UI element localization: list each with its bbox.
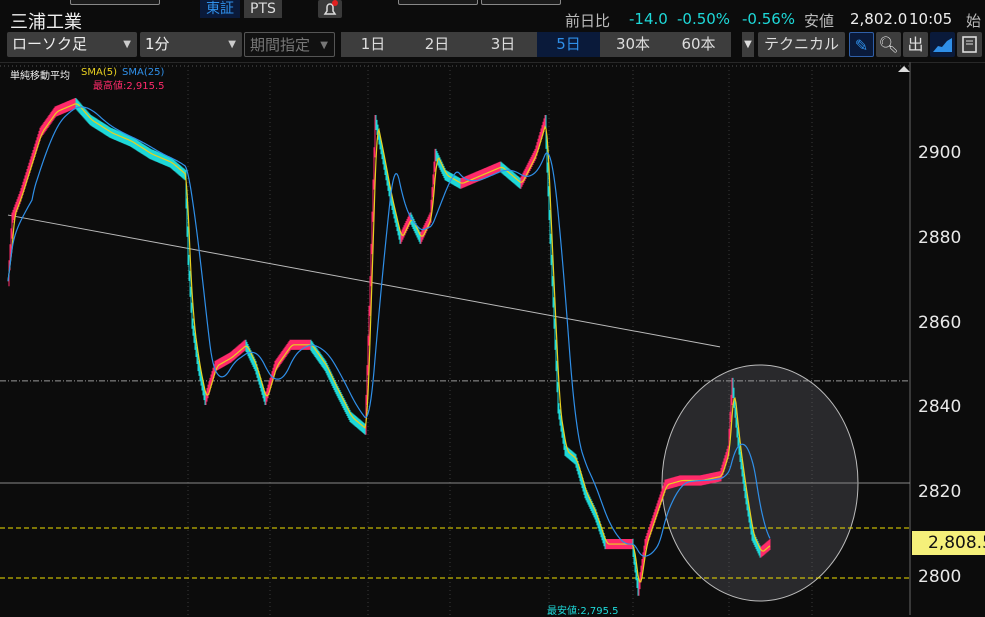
- top-button[interactable]: [481, 0, 561, 5]
- y-tick-label: 2820: [918, 482, 962, 503]
- collapse-arrow-icon: [898, 66, 910, 72]
- bell-icon[interactable]: [318, 0, 342, 18]
- last-price-badge: 2,808.5: [912, 531, 985, 555]
- low-label: 安値: [804, 12, 835, 30]
- sma5-line: [7, 103, 771, 584]
- period-value: 期間指定: [250, 36, 311, 54]
- chevron-down-icon: ▼: [228, 39, 236, 50]
- zoom-123-icon[interactable]: 🔍︎: [876, 32, 901, 57]
- low-price-label: 最安値:2,795.5: [547, 606, 619, 617]
- market-tse-button[interactable]: 東証: [200, 0, 240, 18]
- stock-name: 三浦工業: [10, 12, 82, 33]
- chevron-down-icon: ▼: [123, 39, 131, 50]
- interval-dropdown[interactable]: 1分 ▼: [140, 32, 242, 57]
- change-label: 前日比: [565, 12, 611, 30]
- trend-line: [7, 214, 721, 348]
- range-5d-button[interactable]: 5日: [537, 32, 600, 57]
- pencil-icon[interactable]: ✎: [849, 32, 874, 57]
- sma25-line: [7, 106, 771, 557]
- technical-button[interactable]: テクニカル: [758, 32, 845, 57]
- high-label: 最高値:2,915.5: [93, 81, 165, 92]
- change-pct: -0.50%: [677, 10, 731, 28]
- range-60-button[interactable]: 60本: [666, 32, 731, 57]
- chevron-down-icon: ▼: [320, 40, 328, 51]
- out-icon[interactable]: 出: [903, 32, 928, 57]
- y-tick-label: 2800: [918, 567, 962, 587]
- range-more-dropdown[interactable]: ▼: [742, 32, 754, 57]
- market-pts-button[interactable]: PTS: [244, 0, 282, 18]
- chart-type-dropdown[interactable]: ローソク足 ▼: [7, 32, 137, 57]
- y-tick-label: 2880: [918, 227, 962, 248]
- time: 10:05: [909, 10, 953, 28]
- other-pct: -0.56%: [742, 10, 796, 28]
- save-icon[interactable]: [957, 32, 982, 57]
- top-button[interactable]: [398, 0, 478, 5]
- y-tick-label: 2840: [918, 397, 962, 418]
- interval-value: 1分: [145, 35, 170, 53]
- range-1d-button[interactable]: 1日: [341, 32, 405, 57]
- range-2d-button[interactable]: 2日: [405, 32, 469, 57]
- legend-sma5: SMA(5): [81, 67, 117, 78]
- range-3d-button[interactable]: 3日: [469, 32, 537, 57]
- y-tick-label: 2860: [918, 312, 962, 333]
- range-30-button[interactable]: 30本: [600, 32, 666, 57]
- open-label: 始: [966, 12, 982, 30]
- y-tick-label: 2900: [918, 143, 962, 163]
- legend-sma25: SMA(25): [122, 67, 165, 78]
- price-chart[interactable]: [0, 62, 985, 615]
- legend-title: 単純移動平均: [10, 71, 70, 82]
- low-value: 2,802.0: [850, 10, 908, 28]
- period-dropdown[interactable]: 期間指定 ▼: [244, 32, 335, 57]
- symbol-box[interactable]: [70, 0, 160, 5]
- area-chart-icon[interactable]: [930, 32, 955, 57]
- chart-type-value: ローソク足: [12, 35, 88, 53]
- change-value: -14.0: [629, 10, 668, 28]
